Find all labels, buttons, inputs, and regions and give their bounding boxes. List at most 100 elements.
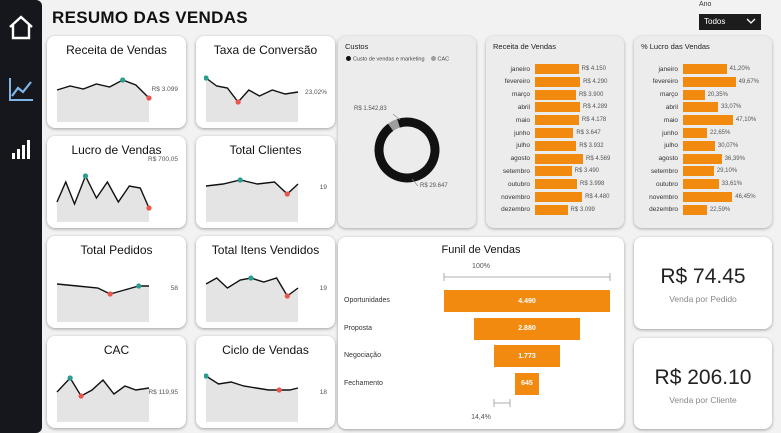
bar[interactable] [683, 76, 736, 87]
funnel-bottom-pct: 14,4% [471, 414, 491, 421]
kpi-title: CAC [103, 343, 130, 357]
line-chart-icon[interactable] [6, 74, 36, 104]
sparkline-low-dot [284, 293, 290, 299]
sparkline-high-dot [82, 173, 89, 179]
bar[interactable] [535, 166, 572, 177]
bar[interactable] [535, 153, 583, 164]
kpi-value: R$ 3.099 [151, 86, 178, 93]
home-icon[interactable] [6, 12, 36, 42]
sale-per-order-label: Venda por Pedido [669, 294, 737, 304]
bar[interactable] [683, 204, 707, 215]
kpi-card: Total Itens Vendidos 19 [196, 236, 335, 328]
sparkline-low-dot [284, 191, 290, 197]
sparkline-area [206, 180, 298, 222]
kpi-title: Total Pedidos [80, 243, 153, 257]
funnel-stage-label: Fechamento [344, 379, 383, 387]
kpi-title: Taxa de Conversão [213, 43, 318, 57]
sidebar [0, 0, 42, 433]
bar-category-label: março [659, 91, 678, 99]
bar-category-label: dezembro [501, 206, 530, 214]
legend-item-cac: CAC [430, 56, 449, 63]
sparkline-low-dot [146, 205, 152, 211]
bar[interactable] [535, 140, 577, 151]
sale-per-order-card: R$ 74.45 Venda por Pedido [634, 237, 772, 329]
year-filter-dropdown[interactable]: Todos [699, 14, 761, 30]
funnel-bar-value: 1.773 [518, 352, 536, 360]
bar-category-label: junho [514, 129, 530, 137]
funnel-title: Funil de Vendas [441, 244, 521, 256]
bar[interactable] [683, 140, 715, 151]
bar-value-label: 41,20% [729, 66, 751, 72]
bar-category-label: dezembro [649, 206, 678, 214]
bar[interactable] [683, 115, 733, 126]
funnel-bar-value: 2.880 [518, 325, 536, 332]
bar[interactable] [535, 102, 581, 113]
kpi-card: Receita de Vendas R$ 3.099 [47, 36, 186, 128]
bar[interactable] [683, 89, 705, 100]
kpi-title: Total Clientes [229, 143, 302, 157]
kpi-card: Lucro de Vendas R$ 700,05 [47, 136, 186, 228]
sparkline-high-dot [67, 375, 73, 381]
bar-category-label: maio [663, 116, 678, 124]
kpi-title: Receita de Vendas [66, 43, 167, 57]
bar-value-label: R$ 4.150 [581, 66, 606, 72]
funnel-bar-value: 4.490 [518, 297, 536, 305]
kpi-value: 58 [170, 285, 178, 292]
sparkline-high-dot [204, 373, 209, 379]
bar[interactable] [535, 204, 568, 215]
kpi-value: 19 [319, 285, 327, 292]
bar-value-label: 20,35% [707, 91, 728, 98]
bar-category-label: novembro [501, 193, 530, 201]
year-filter-value: Todos [704, 17, 726, 26]
sales-funnel-card: Funil de Vendas 100% Oportunidades 4.490 P… [338, 237, 624, 429]
bar-category-label: fevereiro [652, 78, 678, 86]
bar[interactable] [535, 76, 581, 87]
bar[interactable] [535, 64, 579, 74]
funnel-stage-label: Negociação [344, 352, 381, 359]
bar[interactable] [535, 89, 576, 100]
bar[interactable] [683, 128, 707, 138]
kpi-sparkline [204, 373, 299, 422]
kpi-card: Taxa de Conversão 23,02% [196, 36, 335, 128]
sparkline-high-dot [237, 177, 243, 183]
bar-value-label: R$ 3.099 [570, 206, 595, 213]
kpi-card: Total Clientes 19 [196, 136, 335, 228]
funnel-bar[interactable]: 1.773 [494, 345, 560, 367]
donut-label-cac: R$ 1.542,83 [354, 106, 387, 112]
donut-slice-cac[interactable] [388, 119, 400, 131]
bar-category-label: maio [515, 116, 530, 124]
sparkline-low-dot [107, 291, 113, 297]
bar[interactable] [683, 166, 714, 177]
bar[interactable] [683, 192, 733, 202]
bar-chart-icon[interactable] [6, 134, 36, 164]
bar[interactable] [535, 179, 577, 190]
bar-category-label: janeiro [510, 65, 530, 73]
donut-slice-marketing[interactable] [374, 117, 440, 183]
bar-category-label: abril [517, 103, 530, 111]
bar-value-label: 47,10% [735, 117, 757, 124]
bar-value-label: 46,45% [735, 194, 756, 200]
bar-value-label: R$ 3.932 [579, 142, 604, 149]
kpi-value: R$ 700,05 [148, 156, 178, 163]
bar-category-label: novembro [649, 193, 678, 201]
bar[interactable] [683, 102, 719, 113]
kpi-card: CAC R$ 119,95 [47, 336, 186, 428]
funnel-bar[interactable]: 645 [515, 372, 539, 395]
costs-panel: Custos Custo de vendas e marketing CAC R… [338, 36, 476, 228]
bar-value-label: R$ 3.647 [576, 130, 601, 136]
bar-value-label: 33,07% [721, 104, 742, 111]
bar[interactable] [683, 64, 727, 74]
funnel-stage-label: Oportunidades [344, 297, 390, 304]
bar[interactable] [683, 179, 719, 190]
funnel-bar[interactable]: 2.880 [473, 317, 581, 340]
bar[interactable] [535, 192, 583, 202]
bar[interactable] [535, 115, 579, 126]
bar[interactable] [683, 153, 722, 164]
funnel-bar[interactable]: 4.490 [444, 290, 610, 312]
bar[interactable] [535, 128, 574, 138]
kpi-sparkline [205, 177, 299, 222]
sparkline-line [56, 79, 150, 99]
profit-pct-panel: % Lucro das Vendas janeiro 41,20% fevereir… [634, 36, 772, 228]
chevron-down-icon [746, 18, 756, 24]
year-filter-label: Ano [699, 1, 712, 8]
